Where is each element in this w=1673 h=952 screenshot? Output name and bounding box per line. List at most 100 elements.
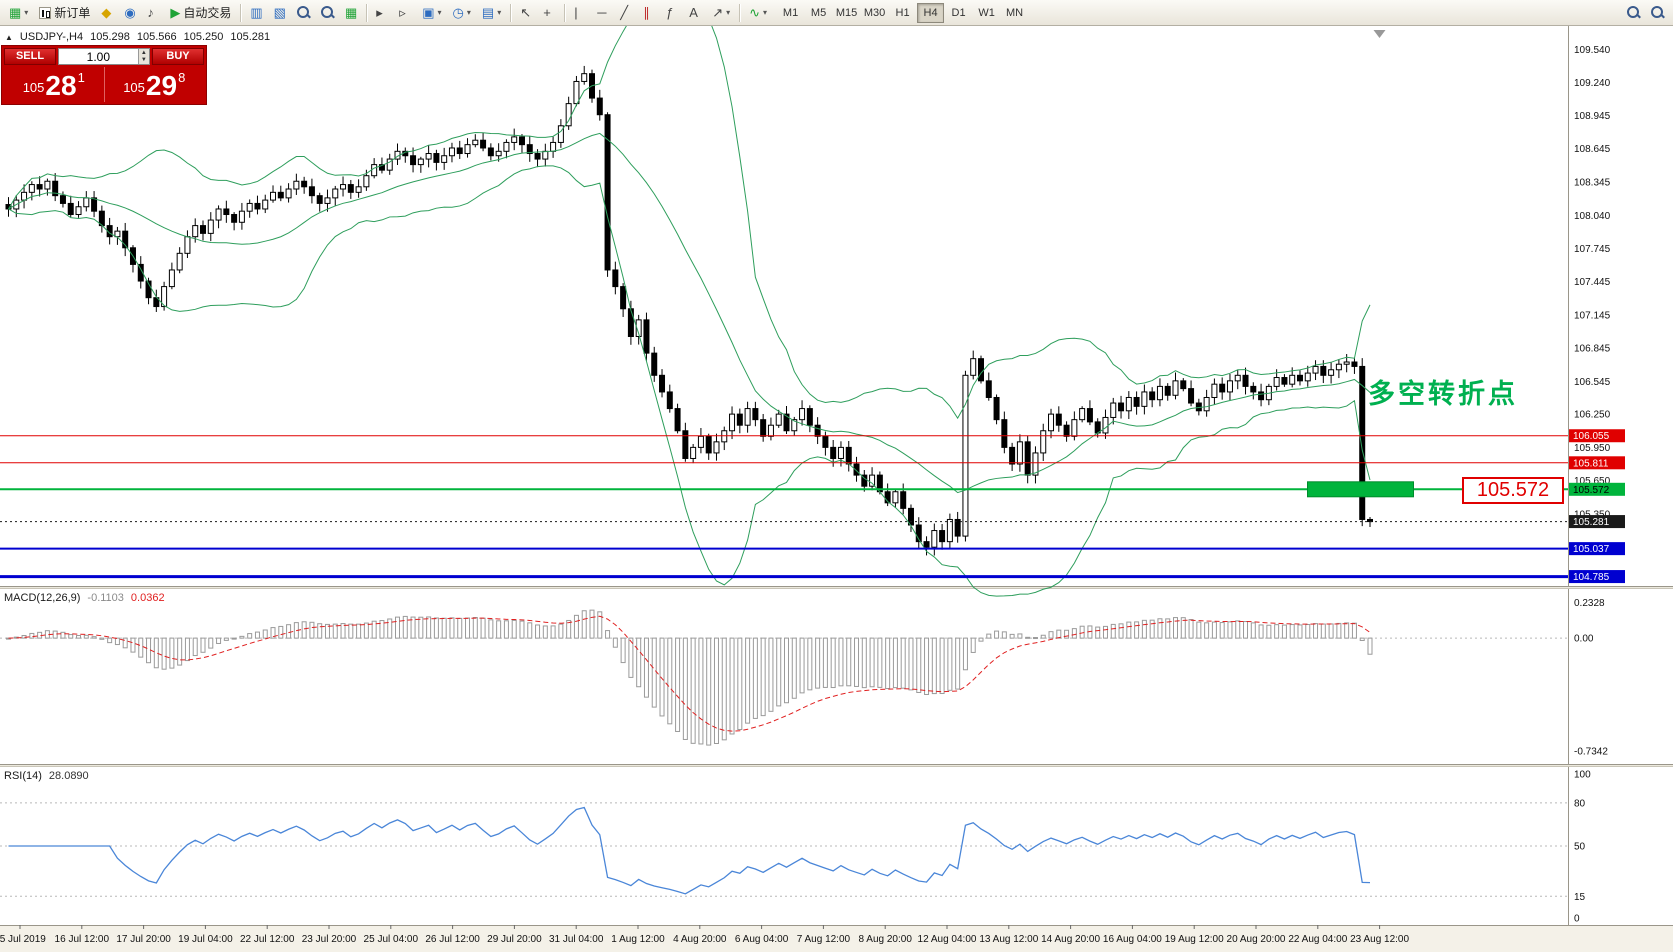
- svg-text:105.572: 105.572: [1573, 485, 1610, 496]
- timeframe-M1[interactable]: M1: [777, 3, 804, 23]
- zoom-in-button[interactable]: [292, 2, 315, 24]
- horizontal-line-button[interactable]: ─: [592, 2, 614, 24]
- timeframe-M15[interactable]: M15: [833, 3, 860, 23]
- auto-scroll-button[interactable]: ▹: [394, 2, 416, 24]
- crosshair-button[interactable]: +: [538, 2, 560, 24]
- vertical-line-button[interactable]: |: [569, 2, 591, 24]
- volume-input[interactable]: [59, 49, 138, 64]
- candle: [417, 158, 424, 166]
- highlight-box[interactable]: [1307, 481, 1414, 498]
- timer-button[interactable]: ◷ ▾: [448, 2, 476, 24]
- cascade-windows-button[interactable]: ▧: [269, 2, 291, 24]
- candle: [1296, 374, 1303, 382]
- symbol-name: USDJPY-,H4: [19, 31, 84, 43]
- timeframe-D1[interactable]: D1: [945, 3, 972, 23]
- horizontal-line-icon: ─: [597, 5, 607, 20]
- volume-down-button[interactable]: ▼: [137, 56, 149, 64]
- candle: [690, 446, 697, 459]
- timeframe-W1[interactable]: W1: [973, 3, 1000, 23]
- candle: [285, 188, 292, 199]
- time-axis-label: 23 Aug 12:00: [1350, 934, 1409, 945]
- timeframe-MN[interactable]: MN: [1001, 3, 1028, 23]
- cascade-windows-icon: ▧: [273, 5, 286, 20]
- candle: [293, 180, 300, 190]
- macd-histogram-bar: [612, 637, 618, 648]
- price-axis-label: 106.250: [1574, 410, 1611, 421]
- market-watch-button[interactable]: ◉: [119, 2, 141, 24]
- macd-histogram-bar: [924, 637, 930, 695]
- cursor-button[interactable]: ↖: [515, 2, 537, 24]
- macd-histogram-bar: [153, 637, 159, 669]
- sell-price[interactable]: 105 28 1: [4, 67, 105, 102]
- macd-histogram-bar: [978, 637, 984, 642]
- macd-histogram-bar: [768, 637, 774, 712]
- macd-histogram-bar: [667, 637, 673, 725]
- macd-histogram-bar: [1336, 622, 1342, 639]
- timeframe-H1[interactable]: H1: [889, 3, 916, 23]
- fibonacci-button[interactable]: ƒ: [661, 2, 683, 24]
- candle: [511, 136, 518, 143]
- macd-histogram-bar: [278, 625, 284, 639]
- price-callout-box[interactable]: 105.572: [1462, 477, 1564, 504]
- candle: [557, 125, 564, 143]
- candle: [596, 97, 603, 116]
- search-symbol-button[interactable]: [1622, 2, 1645, 24]
- time-axis-label: 22 Jul 12:00: [240, 934, 295, 945]
- chart-shift-button[interactable]: ▸: [371, 2, 393, 24]
- market-grid-button[interactable]: ▦: [340, 2, 362, 24]
- sell-price-sup: 1: [77, 70, 85, 85]
- alerts-button[interactable]: ♪: [142, 2, 164, 24]
- macd-histogram-bar: [605, 630, 611, 639]
- macd-histogram-bar: [76, 635, 82, 639]
- macd-histogram-bar: [566, 619, 572, 639]
- timeframe-M5[interactable]: M5: [805, 3, 832, 23]
- candle: [550, 141, 557, 152]
- price-axis-label: 106.545: [1574, 377, 1611, 388]
- panel-splitter-rsi[interactable]: [0, 764, 1673, 767]
- timeframe-M30[interactable]: M30: [861, 3, 888, 23]
- macd-histogram-bar: [822, 637, 828, 688]
- new-order-label: 新订单: [54, 6, 91, 20]
- find-button[interactable]: [1646, 2, 1669, 24]
- candle: [534, 153, 541, 160]
- new-order-button[interactable]: 新订单: [34, 2, 95, 24]
- macd-indicator-label: MACD(12,26,9) -0.1103 0.0362: [4, 592, 165, 604]
- macd-histogram-bar: [1126, 621, 1132, 639]
- candle: [410, 155, 417, 166]
- tile-windows-button[interactable]: ▥: [245, 2, 267, 24]
- buy-price[interactable]: 105 29 8: [105, 67, 205, 102]
- candle: [1343, 361, 1350, 365]
- indicators-button[interactable]: ∿ ▾: [744, 2, 772, 24]
- autotrading-button[interactable]: ▶ 自动交易: [165, 2, 236, 24]
- new-chart-button[interactable]: ▦ ▾: [4, 2, 33, 24]
- macd-histogram-bar: [900, 637, 906, 689]
- buy-button[interactable]: BUY: [152, 48, 204, 65]
- clock-icon: ◷: [452, 5, 464, 20]
- timeframe-H4[interactable]: H4: [917, 2, 945, 23]
- zoom-out-button[interactable]: [316, 2, 339, 24]
- chart-shift-marker[interactable]: [1373, 30, 1386, 38]
- channel-button[interactable]: ∥: [638, 2, 660, 24]
- rsi-axis-label: 100: [1574, 770, 1591, 781]
- candle: [308, 186, 315, 197]
- volume-up-button[interactable]: ▲: [137, 49, 149, 57]
- panel-splitter-macd[interactable]: [0, 586, 1673, 589]
- timeframe-buttons: M1 M5 M15 M30 H1 H4 D1 W1 MN: [777, 2, 1028, 23]
- candle: [340, 184, 347, 190]
- price-axis-label: 105.950: [1574, 443, 1611, 454]
- trendline-button[interactable]: ╱: [615, 2, 637, 24]
- macd-histogram-bar: [1367, 637, 1373, 655]
- sell-button[interactable]: SELL: [4, 48, 56, 65]
- time-axis[interactable]: [0, 925, 1673, 952]
- step-back-button[interactable]: ▣ ▾: [417, 2, 446, 24]
- quotes-button[interactable]: ◆: [96, 2, 118, 24]
- macd-histogram-bar: [729, 637, 735, 735]
- macd-axis-label: 0.2328: [1574, 598, 1605, 609]
- arrows-tool-button[interactable]: ↗ ▾: [707, 2, 735, 24]
- screenshot-button[interactable]: ▤ ▾: [477, 2, 506, 24]
- macd-histogram-bar: [1040, 634, 1046, 639]
- text-tool-button[interactable]: A: [684, 2, 706, 24]
- macd-histogram-bar: [690, 637, 696, 744]
- candle: [697, 435, 704, 448]
